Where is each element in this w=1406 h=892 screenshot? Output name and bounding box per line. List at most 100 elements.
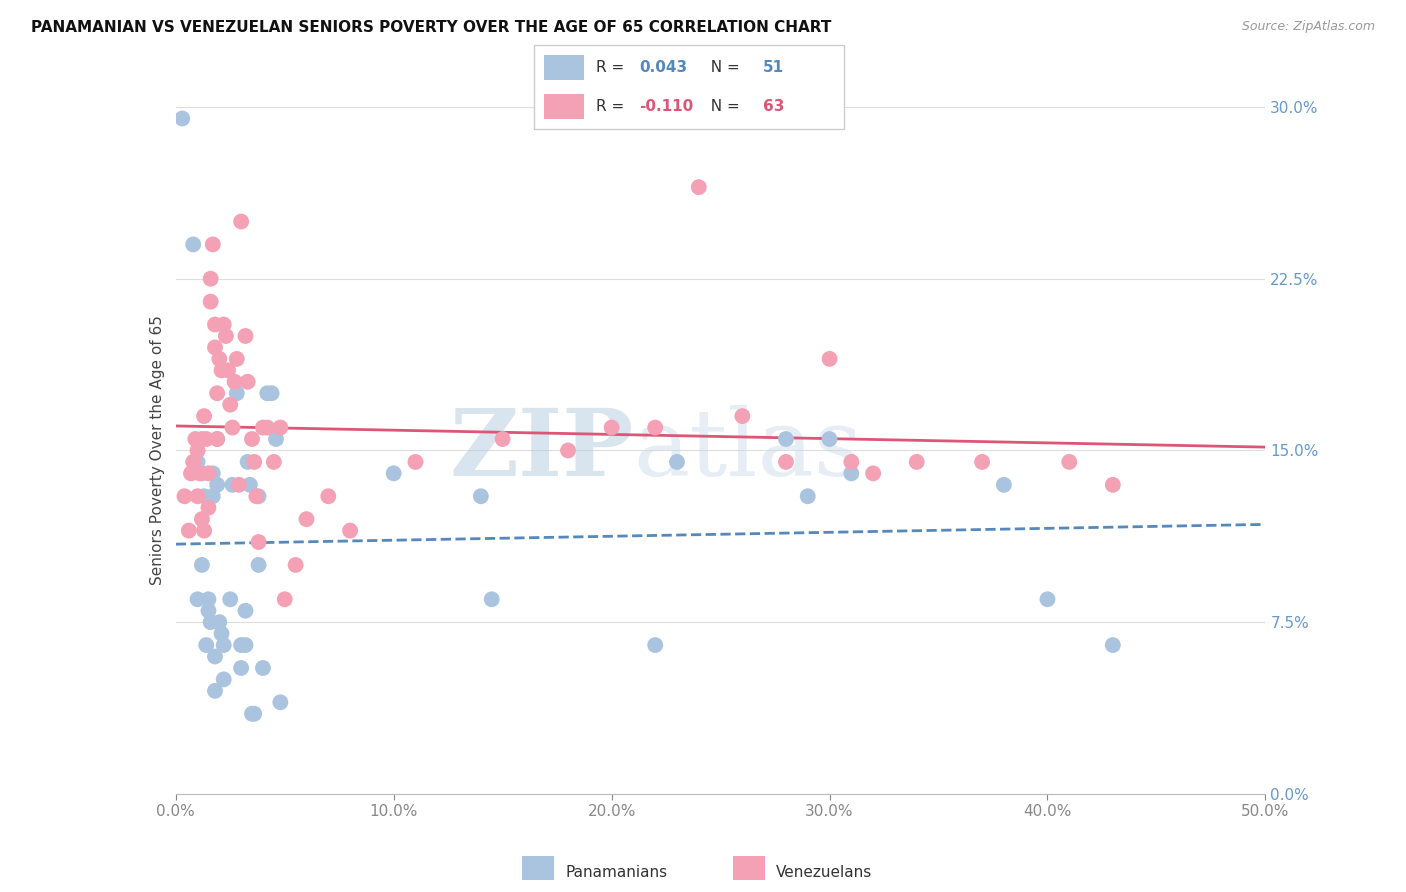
Point	[269, 695, 291, 709]
Point	[193, 489, 215, 503]
Point	[197, 467, 219, 481]
Point	[200, 294, 222, 309]
Point	[201, 489, 224, 503]
Point	[212, 638, 235, 652]
Point	[186, 443, 209, 458]
Point	[1057, 455, 1080, 469]
Point	[260, 386, 283, 401]
Y-axis label: Seniors Poverty Over the Age of 65: Seniors Poverty Over the Age of 65	[149, 316, 165, 585]
Point	[191, 512, 214, 526]
Point	[284, 558, 307, 572]
Text: 63: 63	[763, 99, 785, 114]
Point	[204, 683, 226, 698]
Point	[193, 524, 215, 538]
Point	[205, 478, 228, 492]
Point	[243, 706, 266, 721]
Point	[264, 432, 287, 446]
Point	[211, 626, 233, 640]
Point	[247, 535, 270, 549]
Text: Panamanians: Panamanians	[565, 865, 668, 880]
Point	[247, 558, 270, 572]
Point	[186, 455, 209, 469]
Point	[666, 455, 689, 469]
Point	[205, 432, 228, 446]
Point	[201, 237, 224, 252]
Point	[295, 512, 318, 526]
Text: PANAMANIAN VS VENEZUELAN SENIORS POVERTY OVER THE AGE OF 65 CORRELATION CHART: PANAMANIAN VS VENEZUELAN SENIORS POVERTY…	[31, 20, 831, 35]
Point	[1102, 478, 1125, 492]
Point	[235, 329, 257, 343]
FancyBboxPatch shape	[534, 45, 844, 129]
Point	[208, 351, 231, 366]
Text: Source: ZipAtlas.com: Source: ZipAtlas.com	[1241, 20, 1375, 33]
Point	[231, 638, 253, 652]
Point	[905, 455, 928, 469]
Point	[818, 351, 841, 366]
Point	[600, 420, 623, 434]
Point	[180, 467, 202, 481]
Point	[269, 420, 291, 434]
Point	[231, 661, 253, 675]
Point	[225, 351, 247, 366]
Point	[197, 500, 219, 515]
Point	[688, 180, 710, 194]
Point	[492, 432, 515, 446]
Text: atlas: atlas	[633, 406, 863, 495]
Point	[382, 467, 405, 481]
Point	[243, 455, 266, 469]
Point	[470, 489, 492, 503]
Point	[173, 489, 195, 503]
Point	[1036, 592, 1059, 607]
Point	[191, 432, 214, 446]
Point	[405, 455, 427, 469]
Point	[841, 467, 863, 481]
Point	[197, 604, 219, 618]
Point	[236, 375, 259, 389]
Point	[818, 432, 841, 446]
Point	[186, 592, 209, 607]
Point	[481, 592, 503, 607]
Point	[193, 409, 215, 424]
Point	[235, 604, 257, 618]
Point	[205, 432, 228, 446]
Point	[240, 432, 263, 446]
Point	[186, 489, 209, 503]
Point	[200, 615, 222, 630]
Point	[252, 420, 274, 434]
Text: 0.043: 0.043	[640, 60, 688, 75]
Point	[221, 478, 243, 492]
Point	[339, 524, 361, 538]
Point	[221, 420, 243, 434]
Point	[240, 706, 263, 721]
Point	[775, 432, 797, 446]
Text: N =: N =	[702, 60, 745, 75]
Point	[204, 649, 226, 664]
Point	[263, 455, 285, 469]
Point	[181, 237, 204, 252]
Point	[200, 271, 222, 285]
Point	[970, 455, 993, 469]
Point	[252, 661, 274, 675]
Point	[224, 375, 246, 389]
Point	[205, 386, 228, 401]
Point	[208, 615, 231, 630]
Text: R =: R =	[596, 99, 630, 114]
Point	[775, 455, 797, 469]
Point	[318, 489, 340, 503]
Point	[211, 363, 233, 377]
Text: N =: N =	[702, 99, 745, 114]
Point	[247, 489, 270, 503]
Point	[841, 455, 863, 469]
Point	[181, 455, 204, 469]
Point	[201, 467, 224, 481]
Point	[191, 558, 214, 572]
Point	[172, 112, 194, 126]
Point	[256, 420, 278, 434]
Point	[1102, 638, 1125, 652]
Point	[215, 329, 238, 343]
Point	[235, 638, 257, 652]
Bar	[544, 94, 583, 120]
Point	[644, 638, 666, 652]
Point	[862, 467, 884, 481]
Point	[191, 467, 214, 481]
